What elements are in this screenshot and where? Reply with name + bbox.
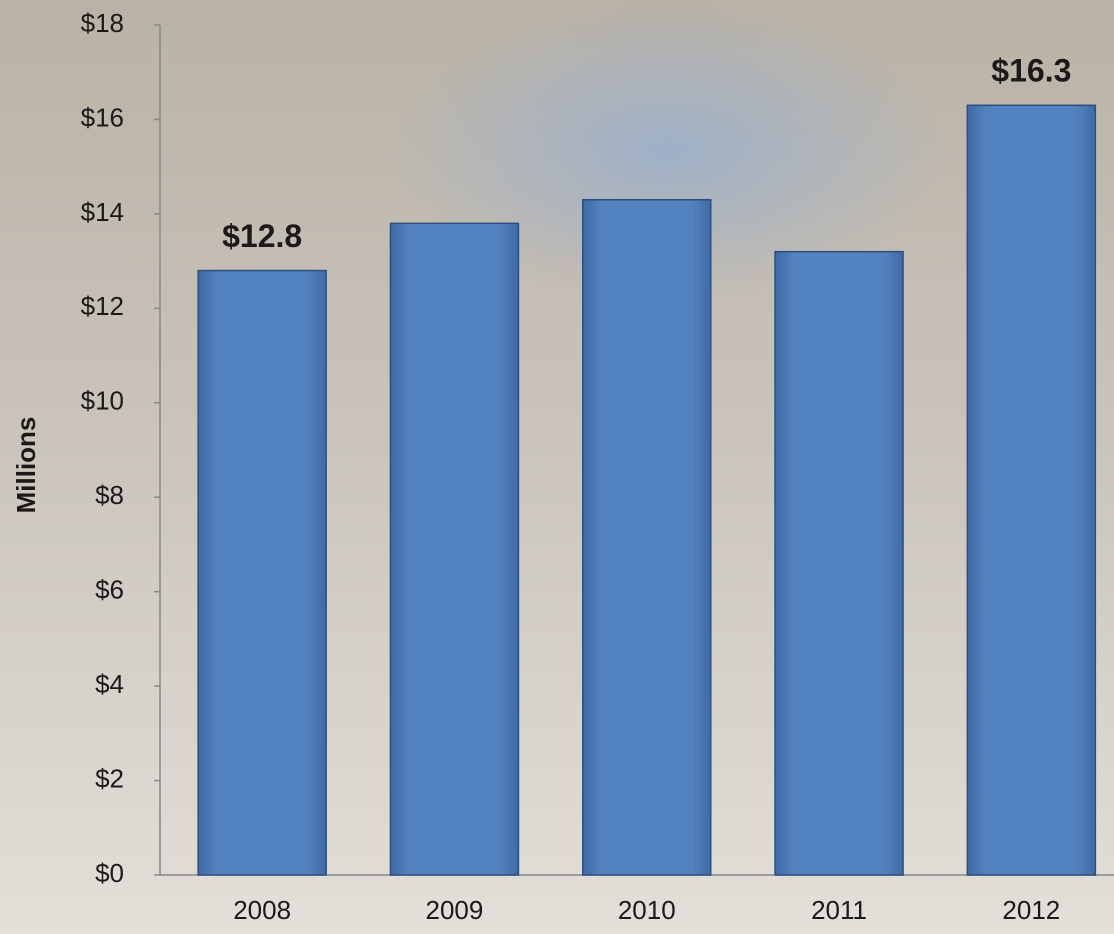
bar [582, 198, 712, 876]
background-glow [0, 0, 1114, 600]
y-tick-label: $6 [95, 575, 124, 605]
bar [966, 104, 1097, 876]
y-tick-label: $12 [81, 291, 124, 321]
y-tick-label: $18 [81, 8, 124, 38]
y-tick-label: $4 [95, 669, 124, 699]
x-tick-label: 2009 [426, 895, 484, 925]
x-tick-label: 2011 [811, 895, 867, 925]
y-axis-label: Millions [11, 417, 41, 514]
bar [197, 269, 327, 876]
bar [774, 250, 904, 876]
y-tick-label: $0 [95, 858, 124, 888]
y-tick-label: $2 [95, 763, 124, 793]
y-tick-label: $10 [81, 386, 124, 416]
bar [389, 222, 520, 876]
x-tick-label: 2008 [233, 895, 291, 925]
data-label: $16.3 [991, 53, 1071, 89]
y-tick-label: $14 [81, 197, 124, 227]
data-label: $12.8 [222, 218, 302, 254]
x-tick-label: 2012 [1002, 895, 1060, 925]
y-tick-label: $16 [81, 102, 124, 132]
y-tick-label: $8 [95, 480, 124, 510]
x-tick-label: 2010 [618, 895, 676, 925]
